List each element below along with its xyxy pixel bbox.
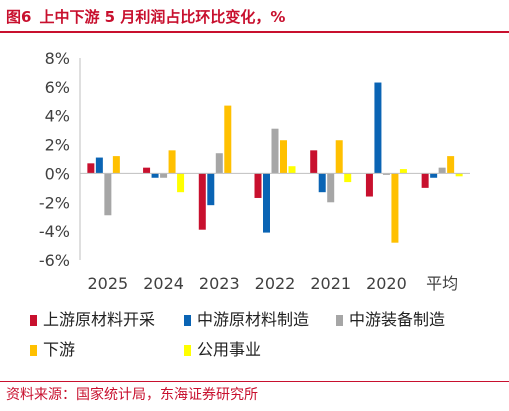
- y-tick-label: -4%: [39, 222, 70, 241]
- bar: [344, 173, 352, 183]
- legend-item: 中游原材料制造: [184, 308, 309, 332]
- y-tick-label: 2%: [45, 136, 70, 155]
- bar: [112, 156, 120, 174]
- legend-label: 中游装备制造: [349, 310, 446, 329]
- bar: [215, 153, 223, 174]
- bar: [391, 173, 399, 243]
- legend-label: 公用事业: [197, 340, 262, 359]
- legend-item: 中游装备制造: [336, 308, 445, 332]
- y-tick-label: -2%: [39, 193, 70, 212]
- bar: [327, 173, 335, 203]
- bar: [207, 173, 215, 206]
- bar: [280, 140, 287, 174]
- bar-chart: 8% 6% 4% 2% 0% -2% -4% -6% 2025 2024 2023 2022 2021 2…: [39, 49, 470, 293]
- title-divider: [0, 31, 509, 33]
- legend-item: 公用事业: [184, 338, 261, 362]
- figure-title: 图6 上中下游 5 月利润占比环比变化，%: [6, 6, 285, 28]
- legend-item: 下游: [30, 338, 75, 362]
- bar: [318, 173, 326, 193]
- y-tick-label: 0%: [45, 164, 70, 183]
- bar: [455, 173, 463, 177]
- bar: [421, 173, 429, 188]
- legend-swatch: [30, 315, 37, 326]
- bar: [95, 157, 103, 174]
- x-tick-label: 2024: [143, 274, 184, 293]
- bar: [382, 173, 390, 175]
- legend-swatch: [336, 315, 343, 326]
- x-tick-label: 平均: [426, 274, 458, 293]
- bar: [87, 163, 95, 174]
- bar: [288, 166, 296, 174]
- x-tick-label: 2021: [310, 274, 351, 293]
- bar: [263, 173, 270, 233]
- bar: [104, 173, 112, 216]
- bar: [365, 173, 373, 197]
- legend-item: 上游原材料开采: [30, 308, 155, 332]
- legend-swatch: [30, 345, 37, 356]
- bar: [151, 173, 159, 178]
- bar: [310, 150, 318, 174]
- y-tick-label: 8%: [45, 49, 70, 68]
- x-tick-label: 2023: [199, 274, 240, 293]
- legend-label: 中游原材料制造: [197, 310, 310, 329]
- bar: [374, 82, 382, 174]
- bar: [335, 140, 343, 174]
- figure-label: 图6: [6, 8, 32, 26]
- bar: [143, 167, 151, 174]
- legend-swatch: [184, 345, 191, 356]
- bar: [224, 105, 232, 174]
- x-tick-label: 2020: [366, 274, 407, 293]
- y-tick-label: -6%: [39, 251, 70, 270]
- legend-swatch: [184, 315, 191, 326]
- bar: [271, 128, 279, 174]
- bar: [198, 173, 206, 230]
- bar: [254, 173, 262, 198]
- bar: [438, 167, 446, 174]
- legend-label: 下游: [43, 340, 76, 359]
- bar: [447, 156, 455, 174]
- legend-label: 上游原材料开采: [43, 310, 156, 329]
- x-tick-label: 2025: [87, 274, 128, 293]
- bar: [168, 150, 176, 174]
- bar: [399, 169, 407, 174]
- x-tick-label: 2022: [255, 274, 296, 293]
- bar: [177, 173, 185, 193]
- bar: [160, 173, 168, 178]
- y-tick-label: 4%: [45, 107, 70, 126]
- figure-title-text: 上中下游 5 月利润占比环比变化，%: [39, 8, 286, 26]
- y-tick-label: 6%: [45, 78, 70, 97]
- source-divider: [0, 381, 509, 382]
- bar: [430, 173, 438, 178]
- source-note: 资料来源：国家统计局，东海证券研究所: [6, 387, 258, 403]
